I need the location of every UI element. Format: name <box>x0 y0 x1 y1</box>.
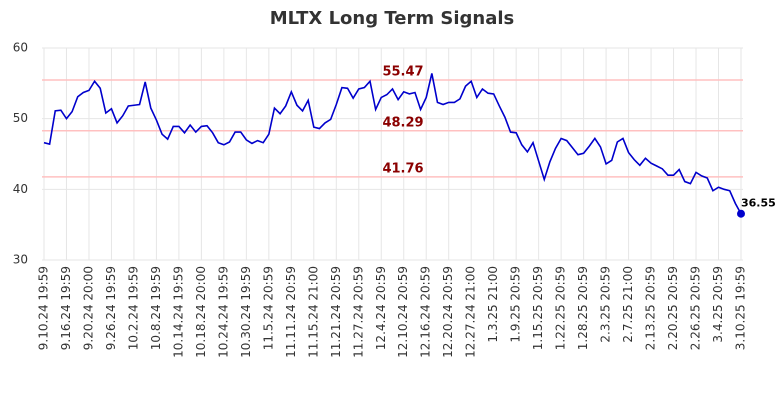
x-tick-label: 10.2.24 19:59 <box>126 266 140 350</box>
x-tick-label: 10.14.24 19:59 <box>171 266 185 358</box>
x-tick-label: 11.27.24 20:59 <box>351 266 365 358</box>
signal-label: 55.47 <box>382 65 423 80</box>
x-tick-label: 2.26.25 20:59 <box>689 266 703 350</box>
signal-label: 41.76 <box>382 161 423 176</box>
x-tick-label: 10.24.24 19:59 <box>216 266 230 358</box>
x-tick-label: 1.9.25 20:59 <box>509 266 523 343</box>
x-tick-label: 12.16.24 20:59 <box>419 266 433 358</box>
x-tick-label: 2.13.25 20:59 <box>644 266 658 350</box>
x-tick-label: 3.10.25 19:59 <box>734 266 748 350</box>
last-point <box>737 209 745 218</box>
x-tick-label: 11.5.24 20:59 <box>261 266 275 350</box>
signal-label: 48.29 <box>382 115 423 130</box>
x-tick-label: 9.20.24 20:00 <box>81 266 95 350</box>
x-tick-label: 1.22.25 20:59 <box>554 266 568 350</box>
x-tick-label: 1.3.25 21:00 <box>486 266 500 343</box>
x-tick-label: 12.4.24 20:59 <box>374 266 388 350</box>
x-tick-label: 9.16.24 19:59 <box>59 266 73 350</box>
chart-title: MLTX Long Term Signals <box>270 8 515 29</box>
x-tick-label: 2.3.25 20:59 <box>599 266 613 343</box>
x-tick-label: 10.8.24 19:59 <box>149 266 163 350</box>
x-tick-label: 11.21.24 20:59 <box>329 266 343 358</box>
x-tick-label: 10.18.24 20:00 <box>194 266 208 358</box>
x-tick-label: 12.27.24 21:00 <box>464 266 478 358</box>
price-line <box>43 73 742 215</box>
x-tick-label: 1.15.25 20:59 <box>531 266 545 350</box>
y-tick-label: 40 <box>13 182 28 196</box>
y-tick-label: 30 <box>13 253 28 267</box>
x-tick-label: 2.7.25 21:00 <box>621 266 635 343</box>
x-tick-label: 11.15.24 21:00 <box>306 266 320 358</box>
x-tick-label: 12.10.24 20:59 <box>396 266 410 358</box>
x-tick-label: 3.4.25 20:59 <box>711 266 725 343</box>
y-tick-label: 50 <box>13 111 28 125</box>
x-tick-label: 9.10.24 19:59 <box>37 266 51 350</box>
x-tick-label: 12.20.24 20:59 <box>441 266 455 358</box>
x-tick-label: 1.28.25 20:59 <box>576 266 590 350</box>
x-tick-label: 9.26.24 19:59 <box>104 266 118 350</box>
y-tick-label: 60 <box>13 41 28 55</box>
x-tick-label: 2.20.25 20:59 <box>666 266 680 350</box>
x-tick-label: 10.30.24 19:59 <box>239 266 253 358</box>
last-value-label: 36.55 <box>741 197 776 210</box>
x-tick-label: 11.11.24 20:59 <box>284 266 298 358</box>
